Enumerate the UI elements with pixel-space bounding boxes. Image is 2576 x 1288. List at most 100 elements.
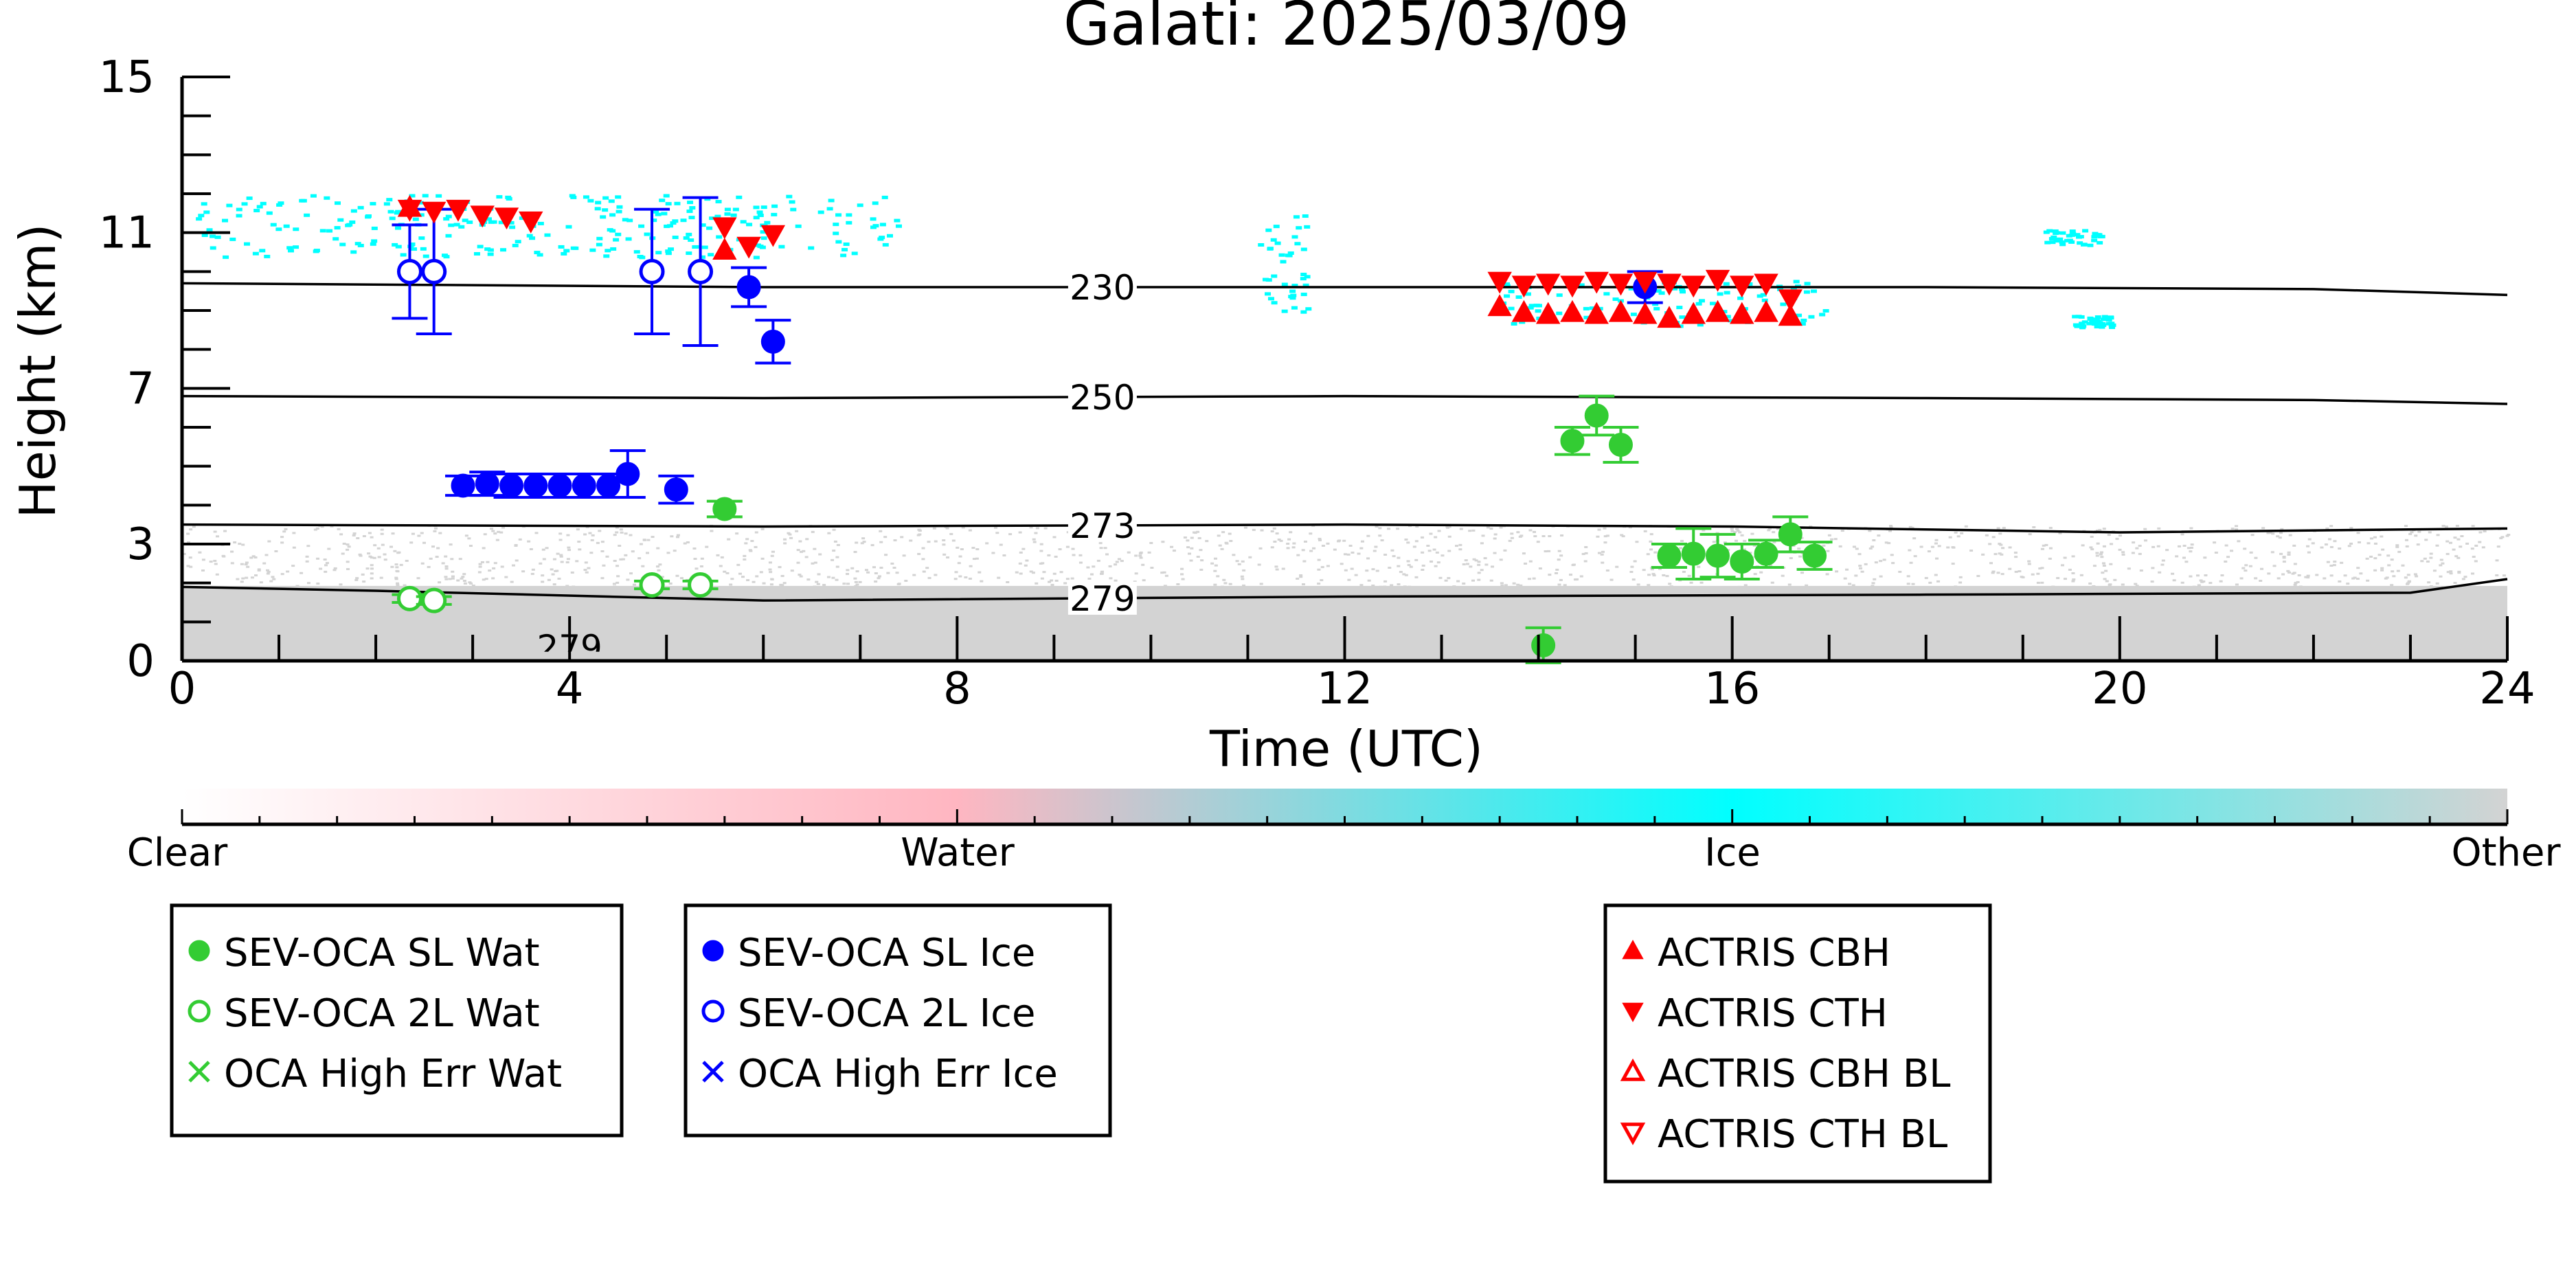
backscatter-speck bbox=[572, 246, 579, 250]
backscatter-speck bbox=[223, 530, 227, 532]
backscatter-speck bbox=[2267, 572, 2271, 575]
backscatter-speck bbox=[2224, 544, 2228, 547]
backscatter-speck bbox=[2429, 585, 2433, 587]
backscatter-speck bbox=[2291, 572, 2295, 575]
backscatter-speck bbox=[2131, 552, 2135, 554]
backscatter-speck bbox=[1873, 578, 1877, 580]
backscatter-speck bbox=[213, 530, 217, 533]
backscatter-speck bbox=[2311, 542, 2315, 545]
backscatter-speck bbox=[625, 237, 632, 241]
backscatter-speck bbox=[357, 205, 364, 210]
backscatter-speck bbox=[362, 535, 366, 538]
backscatter-speck bbox=[1958, 581, 1963, 584]
backscatter-speck bbox=[1436, 561, 1440, 564]
backscatter-speck bbox=[620, 531, 624, 534]
backscatter-speck bbox=[556, 552, 560, 555]
backscatter-speck bbox=[505, 195, 512, 199]
backscatter-speck bbox=[1946, 546, 1950, 549]
backscatter-speck bbox=[828, 199, 835, 203]
backscatter-speck bbox=[1884, 541, 1888, 544]
backscatter-speck bbox=[1671, 286, 1678, 291]
backscatter-speck bbox=[727, 538, 731, 541]
backscatter-speck bbox=[256, 205, 263, 209]
backscatter-speck bbox=[480, 561, 484, 563]
backscatter-speck bbox=[1189, 559, 1193, 562]
backscatter-speck bbox=[883, 536, 888, 539]
backscatter-speck bbox=[1120, 560, 1124, 563]
backscatter-speck bbox=[831, 558, 835, 561]
backscatter-speck bbox=[2432, 569, 2437, 572]
backscatter-speck bbox=[2060, 564, 2064, 567]
backscatter-speck bbox=[2071, 572, 2075, 575]
backscatter-speck bbox=[409, 194, 416, 198]
backscatter-speck bbox=[381, 543, 385, 546]
backscatter-speck bbox=[789, 200, 795, 204]
backscatter-speck bbox=[2282, 561, 2286, 563]
backscatter-speck bbox=[408, 242, 415, 247]
backscatter-speck bbox=[2040, 547, 2044, 550]
backscatter-speck bbox=[2481, 546, 2485, 549]
backscatter-speck bbox=[2165, 549, 2169, 552]
backscatter-speck bbox=[330, 525, 334, 528]
backscatter-speck bbox=[370, 564, 374, 567]
backscatter-speck bbox=[1699, 581, 1704, 584]
backscatter-speck bbox=[1934, 542, 1938, 545]
backscatter-speck bbox=[2014, 570, 2018, 573]
backscatter-speck bbox=[1698, 299, 1705, 303]
backscatter-speck bbox=[1819, 313, 1826, 317]
backscatter-speck bbox=[429, 557, 433, 560]
backscatter-speck bbox=[1360, 540, 1364, 543]
backscatter-speck bbox=[1228, 532, 1232, 535]
backscatter-speck bbox=[1444, 579, 1448, 582]
backscatter-speck bbox=[1717, 292, 1724, 296]
backscatter-speck bbox=[2366, 542, 2371, 545]
backscatter-speck bbox=[760, 557, 765, 560]
isotherm-label-gap bbox=[1067, 508, 1137, 542]
colorbar-label-other: Other bbox=[2451, 831, 2561, 875]
backscatter-speck bbox=[1512, 582, 1516, 585]
backscatter-speck bbox=[497, 530, 501, 533]
backscatter-speck bbox=[1133, 580, 1137, 583]
backscatter-speck bbox=[484, 578, 488, 580]
backscatter-speck bbox=[1469, 565, 1473, 568]
backscatter-speck bbox=[668, 583, 673, 585]
backscatter-speck bbox=[2351, 577, 2355, 580]
backscatter-speck bbox=[468, 545, 473, 547]
backscatter-speck bbox=[1770, 581, 1774, 584]
backscatter-speck bbox=[1237, 563, 1241, 565]
backscatter-speck bbox=[1390, 549, 1394, 552]
backscatter-speck bbox=[832, 550, 836, 552]
backscatter-speck bbox=[1300, 272, 1307, 276]
backscatter-speck bbox=[610, 247, 617, 251]
backscatter-speck bbox=[688, 216, 695, 220]
backscatter-speck bbox=[436, 194, 442, 198]
backscatter-speck bbox=[570, 572, 574, 574]
backscatter-speck bbox=[932, 527, 936, 530]
backscatter-speck bbox=[1365, 569, 1369, 572]
backscatter-speck bbox=[813, 585, 817, 588]
backscatter-speck bbox=[851, 251, 858, 256]
backscatter-speck bbox=[1402, 573, 1406, 576]
legend-label: OCA High Err Ice bbox=[738, 1052, 1058, 1096]
backscatter-speck bbox=[1964, 525, 1968, 528]
backscatter-speck bbox=[1318, 539, 1322, 542]
backscatter-speck bbox=[1989, 562, 1993, 565]
backscatter-speck bbox=[368, 555, 372, 558]
backscatter-speck bbox=[1573, 578, 1577, 581]
backscatter-speck bbox=[872, 201, 879, 205]
backscatter-speck bbox=[1396, 528, 1400, 530]
backscatter-speck bbox=[1291, 546, 1296, 549]
backscatter-speck bbox=[1183, 536, 1187, 539]
backscatter-speck bbox=[1533, 535, 1537, 538]
backscatter-speck bbox=[1528, 560, 1533, 563]
backscatter-speck bbox=[704, 197, 711, 201]
backscatter-speck bbox=[346, 561, 350, 563]
backscatter-speck bbox=[596, 541, 600, 544]
backscatter-speck bbox=[519, 216, 526, 221]
backscatter-speck bbox=[2118, 548, 2122, 551]
backscatter-speck bbox=[1799, 321, 1806, 326]
series-sev-oca-2l-ice bbox=[392, 196, 719, 347]
backscatter-speck bbox=[624, 554, 628, 556]
backscatter-speck bbox=[609, 229, 616, 233]
backscatter-speck bbox=[2208, 582, 2213, 585]
